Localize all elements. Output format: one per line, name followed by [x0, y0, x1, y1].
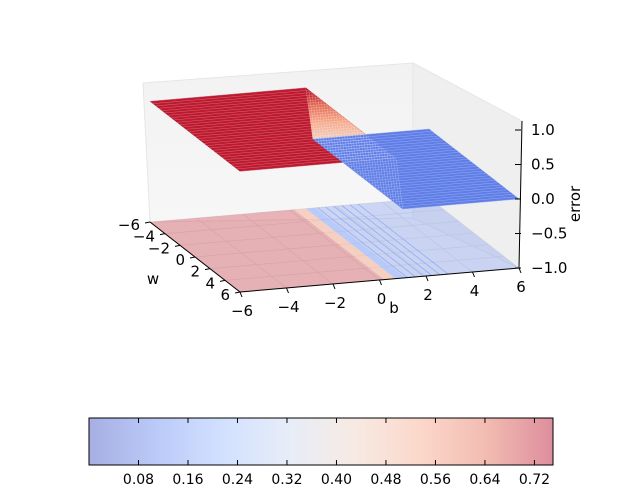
- w-tick-mark-5: [219, 279, 226, 282]
- contour-line-1: [325, 206, 416, 278]
- surface-mesh-line-27: [230, 150, 511, 203]
- surface-mesh-line-29: [236, 155, 517, 207]
- surface-mesh-line-18: [203, 129, 484, 182]
- surface-mesh-line-1: [152, 89, 433, 142]
- error-tick-label-1: −0.5: [531, 225, 567, 243]
- contour-line-2: [333, 205, 424, 277]
- b-tick-mark-4: [425, 275, 429, 282]
- surface-mesh-line-11: [182, 113, 463, 165]
- b-tick-label-6: 6: [516, 278, 526, 296]
- error-tick-label-0: −1.0: [531, 259, 567, 277]
- surface-mesh-line-21: [212, 136, 493, 189]
- colorbar-tick-label-2: 0.24: [222, 472, 253, 488]
- surface-mesh-line-3: [158, 94, 439, 147]
- w-tick-mark-3: [189, 256, 196, 259]
- error-tick-label-3: 0.5: [531, 156, 555, 174]
- surface-mesh-line-19: [206, 131, 487, 184]
- surface-mesh-line-23: [218, 141, 499, 193]
- b-tick-mark-5: [472, 271, 475, 278]
- surface-mesh-line-6: [167, 101, 448, 154]
- colorbar-tick-label-0: 0.08: [123, 472, 154, 488]
- error-axis-line: [518, 120, 523, 269]
- surface-mesh-line-8: [173, 106, 454, 158]
- w-tick-mark-1: [159, 233, 166, 236]
- b-tick-mark-3: [379, 279, 382, 286]
- colorbar-tick-label-7: 0.64: [469, 472, 500, 488]
- b-tick-mark-6: [518, 267, 522, 274]
- colorbar-tick-label-1: 0.16: [172, 472, 203, 488]
- b-tick-label-3: 0: [377, 290, 387, 308]
- b-tick-label-4: 2: [423, 286, 433, 304]
- surface-mesh-line-26: [227, 148, 508, 200]
- colorbar-tick-label-4: 0.40: [321, 472, 352, 488]
- w-tick-label-5: 4: [205, 274, 215, 292]
- contour-line-4: [349, 204, 441, 276]
- b-tick-label-2: −2: [324, 294, 346, 312]
- surface-mesh-line-20: [209, 134, 490, 186]
- error-tick-label-2: 0.0: [531, 190, 555, 208]
- contour-line-5: [357, 203, 449, 275]
- colorbar-tick-label-8: 0.72: [519, 472, 550, 488]
- w-tick-label-2: −2: [148, 239, 170, 257]
- w-tick-label-4: 2: [190, 263, 200, 281]
- surface-mesh-line-12: [185, 115, 466, 168]
- colorbar-ticks: 0.08 0.16 0.24 0.32 0.40 0.48 0.56 0.64 0.72: [123, 418, 550, 488]
- surface-mesh-line-14: [191, 120, 472, 172]
- w-tick-label-1: −4: [133, 228, 155, 246]
- w-tick-label-0: −6: [118, 216, 140, 234]
- contour-band: [150, 209, 385, 292]
- contour-band: [294, 208, 396, 280]
- surface-mesh-line-4: [161, 96, 442, 149]
- surface-mesh-line-22: [215, 138, 496, 191]
- surface-mesh-line-28: [233, 152, 514, 205]
- surface-mesh-line-15: [194, 122, 475, 175]
- b-tick-mark-1: [286, 287, 289, 294]
- surface-mesh-line-10: [179, 110, 460, 163]
- w-tick-mark-2: [174, 244, 181, 247]
- contour-band: [305, 207, 406, 279]
- surface-mesh-line-24: [221, 143, 502, 196]
- b-tick-mark-2: [332, 283, 336, 290]
- colorbar-tick-label-3: 0.32: [271, 472, 302, 488]
- w-tick-label-6: 6: [220, 286, 230, 304]
- contour-band: [315, 198, 519, 278]
- colorbar-gradient: [88, 417, 554, 466]
- w-tick-mark-4: [204, 268, 211, 271]
- surface-mesh-line-9: [176, 108, 457, 161]
- w-tick-label-3: 0: [175, 251, 185, 269]
- error-axis-ticks: −1.0 −0.5 0.0 0.5 1.0: [515, 121, 567, 277]
- colorbar: 0.08 0.16 0.24 0.32 0.40 0.48 0.56 0.64 0.72: [88, 417, 554, 488]
- surface-mesh-line-13: [188, 117, 469, 170]
- floor-grid-b-6: [428, 197, 520, 269]
- error-surface: [149, 87, 520, 210]
- colorbar-tick-label-6: 0.56: [420, 472, 451, 488]
- w-axis-label: w: [147, 270, 159, 288]
- surface-mesh-line-7: [170, 103, 451, 156]
- b-tick-label-5: 4: [470, 282, 480, 300]
- w-tick-mark-0: [144, 221, 151, 224]
- b-tick-label-1: −4: [277, 298, 299, 316]
- error-tick-label-4: 1.0: [531, 121, 555, 139]
- surface-mesh-line-0: [149, 87, 430, 140]
- surface-mesh-line-2: [155, 92, 436, 144]
- floor-contour-projection: [150, 198, 519, 292]
- b-tick-mark-0: [239, 291, 243, 298]
- contour-line-3: [341, 205, 433, 276]
- surface-mesh-line-5: [164, 99, 445, 151]
- error-axis-label: error: [566, 185, 584, 222]
- b-axis-ticks: −6 −4 −2 0 2 4 6: [231, 267, 526, 320]
- colorbar-tick-label-5: 0.48: [370, 472, 401, 488]
- grid-lines: [149, 197, 520, 293]
- surface-mesh-line-17: [200, 127, 481, 179]
- surface-mesh-line-16: [197, 124, 478, 177]
- b-axis-label: b: [389, 299, 399, 317]
- surface-mesh-line-25: [224, 145, 505, 198]
- w-tick-mark-6: [234, 291, 241, 294]
- b-tick-label-0: −6: [231, 302, 253, 320]
- surface-mesh-line-30: [239, 157, 520, 210]
- contour-line-0: [317, 207, 408, 278]
- floor-grid-b-5: [382, 201, 473, 273]
